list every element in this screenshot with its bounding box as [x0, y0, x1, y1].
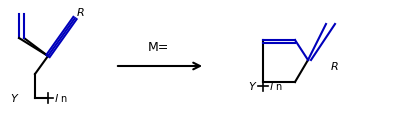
Text: M=: M= [147, 41, 169, 54]
Text: l: l [55, 94, 58, 104]
Text: Y: Y [10, 94, 17, 104]
Text: Y: Y [248, 82, 255, 92]
Text: l: l [270, 82, 273, 92]
Text: n: n [60, 94, 66, 104]
Text: n: n [275, 82, 281, 92]
Text: R: R [77, 8, 85, 18]
Text: R: R [331, 62, 339, 72]
